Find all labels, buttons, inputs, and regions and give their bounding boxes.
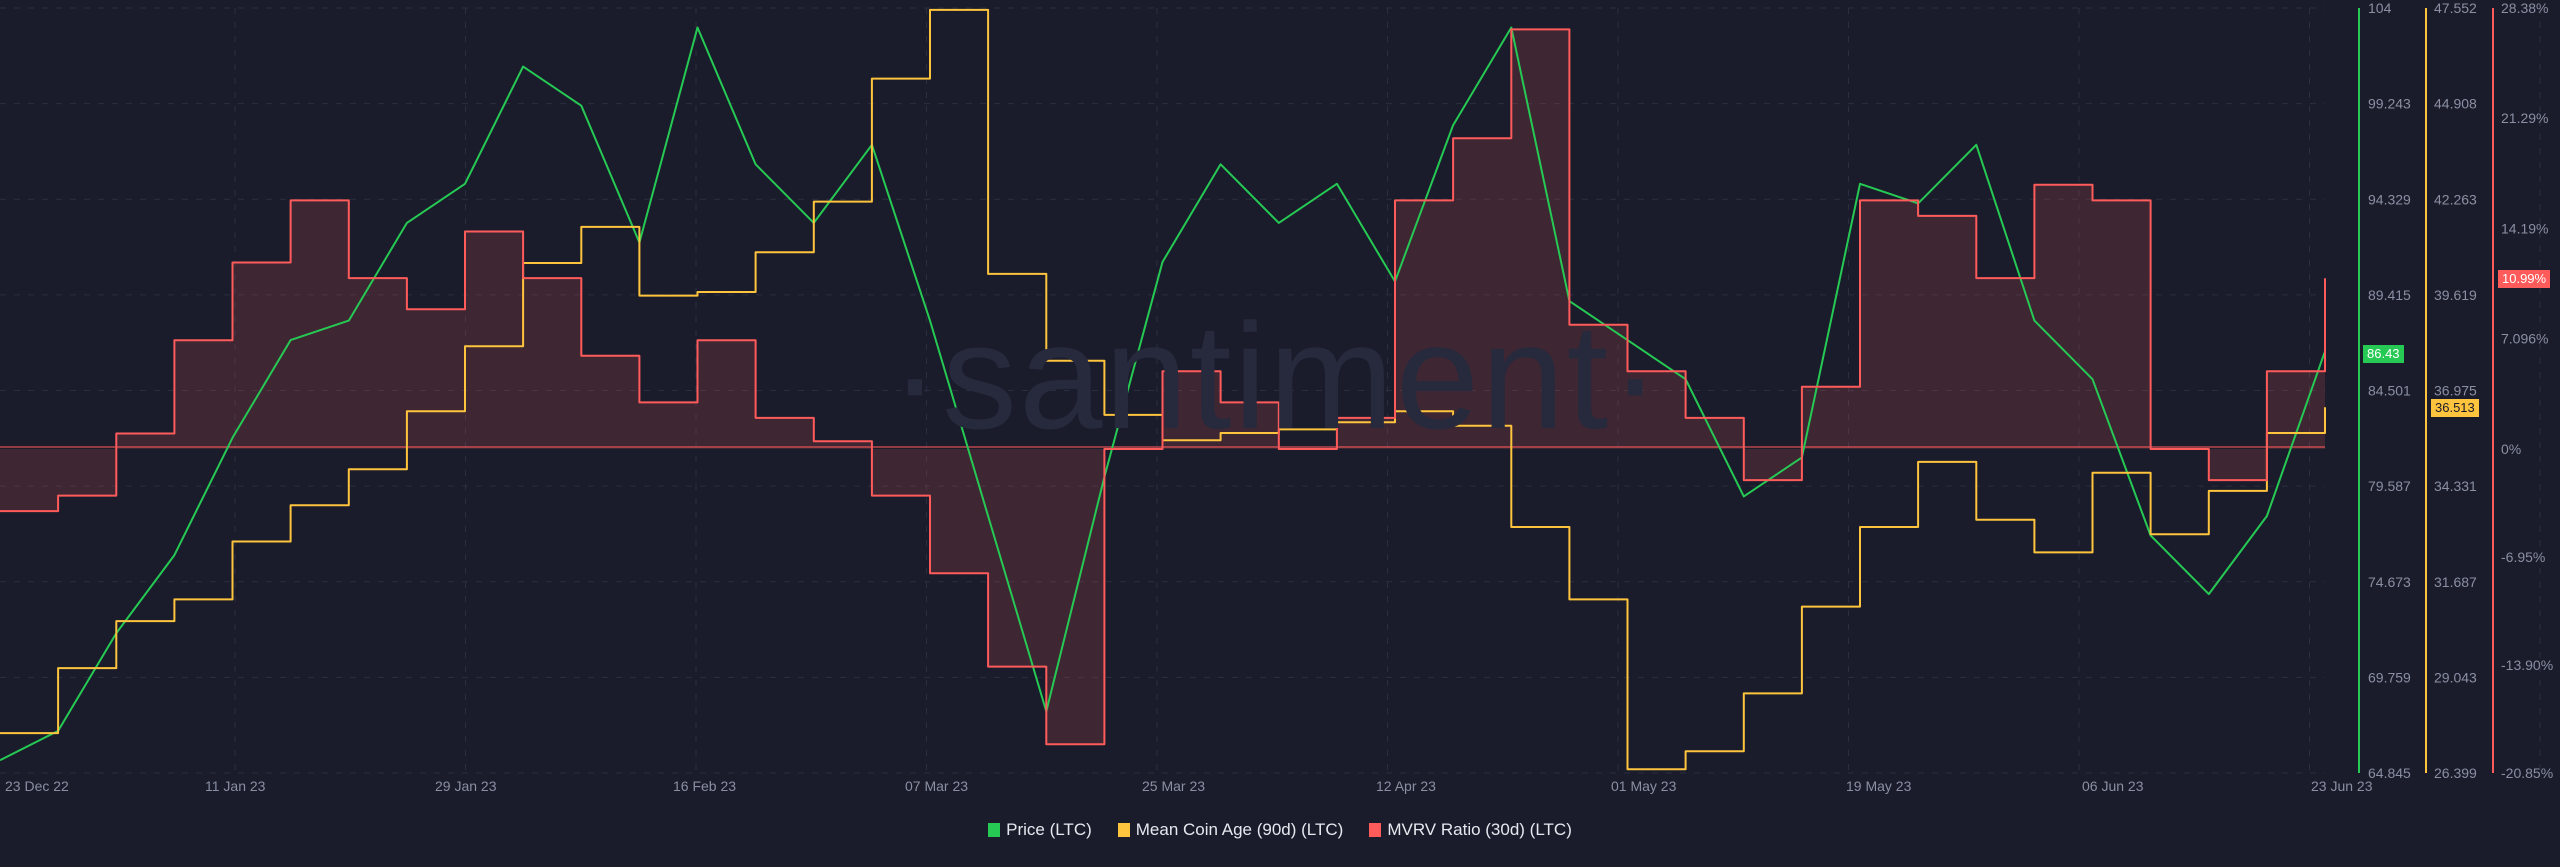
legend-item-mean-coin-age[interactable]: Mean Coin Age (90d) (LTC): [1117, 820, 1344, 840]
y-tick-label: 21.29%: [2501, 110, 2548, 126]
legend-item-price[interactable]: Price (LTC): [988, 820, 1092, 840]
y-tick-label: 69.759: [2368, 669, 2411, 685]
y-tick-label: 104: [2368, 0, 2392, 16]
x-tick-label: 07 Mar 23: [905, 778, 968, 794]
x-tick-label: 12 Apr 23: [1376, 778, 1436, 794]
x-tick-label: 19 May 23: [1846, 778, 1912, 794]
x-tick-label: 25 Mar 23: [1142, 778, 1205, 794]
y-tick-label: 74.673: [2368, 574, 2411, 590]
x-tick-label: 23 Jun 23: [2311, 778, 2373, 794]
y-tick-label: 31.687: [2434, 574, 2477, 590]
legend-label: MVRV Ratio (30d) (LTC): [1387, 820, 1572, 839]
y-tick-label: 14.19%: [2501, 221, 2548, 237]
y-tick-label: 84.501: [2368, 383, 2411, 399]
legend-item-mvrv[interactable]: MVRV Ratio (30d) (LTC): [1369, 820, 1572, 840]
mean-coin-age-swatch-icon: [1117, 823, 1130, 837]
y-tick-label: 79.587: [2368, 478, 2411, 494]
y-tick-label: 36.975: [2434, 383, 2477, 399]
y-tick-label: 64.845: [2368, 765, 2411, 781]
series-line-2: [0, 28, 2326, 746]
y-tick-label: 0%: [2501, 441, 2521, 457]
x-tick-label: 16 Feb 23: [673, 778, 736, 794]
series-line-0: [0, 26, 2326, 762]
y-tick-label: 34.331: [2434, 478, 2477, 494]
x-tick-label: 01 May 23: [1611, 778, 1677, 794]
mvrv-swatch-icon: [1369, 823, 1382, 837]
mvrv-current-badge: 10.99%: [2498, 270, 2551, 288]
price-swatch-icon: [988, 823, 1001, 837]
x-tick-label: 23 Dec 22: [5, 778, 69, 794]
price-current-badge: 86.43: [2363, 345, 2404, 363]
y-tick-label: 94.329: [2368, 191, 2411, 207]
y-tick-label: -20.85%: [2501, 765, 2553, 781]
x-axis: 23 Dec 22 11 Jan 23 29 Jan 23 16 Feb 23 07 M…: [5, 778, 2373, 794]
mean-coin-age-current-badge: 36.513: [2431, 399, 2479, 417]
x-tick-label: 11 Jan 23: [205, 778, 266, 794]
y-tick-label: 28.38%: [2501, 0, 2548, 16]
x-tick-label: 29 Jan 23: [435, 778, 497, 794]
y-tick-label: 42.263: [2434, 191, 2477, 207]
y-tick-label: 26.399: [2434, 765, 2477, 781]
y-tick-label: 99.243: [2368, 96, 2411, 112]
y-tick-label: 39.619: [2434, 287, 2477, 303]
y-tick-label: 89.415: [2368, 287, 2411, 303]
y-tick-label: 29.043: [2434, 669, 2477, 685]
legend-label: Price (LTC): [1006, 820, 1092, 839]
y-tick-label: 7.096%: [2501, 331, 2548, 347]
y-axes: 104 99.243 94.329 89.415 84.501 79.587 74.673 6…: [2358, 0, 2553, 781]
x-tick-label: 06 Jun 23: [2082, 778, 2144, 794]
y-tick-label: 44.908: [2434, 96, 2477, 112]
chart-grid: [0, 7, 2541, 774]
y-tick-label: 47.552: [2434, 0, 2477, 16]
chart-legend: Price (LTC) Mean Coin Age (90d) (LTC) MV…: [0, 820, 2560, 840]
series-lines: [0, 8, 2326, 771]
legend-label: Mean Coin Age (90d) (LTC): [1135, 820, 1344, 839]
y-tick-label: -6.95%: [2501, 549, 2545, 565]
y-tick-label: -13.90%: [2501, 657, 2553, 673]
